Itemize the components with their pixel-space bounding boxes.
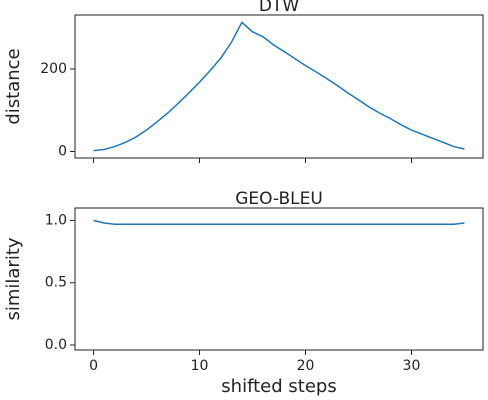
x-tick-label: 20 bbox=[297, 358, 315, 374]
x-tick-label: 30 bbox=[403, 358, 421, 374]
y-tick-label: 0.5 bbox=[45, 275, 67, 291]
line-series bbox=[93, 219, 465, 225]
x-tick-label: 10 bbox=[191, 358, 209, 374]
chart-title: DTW bbox=[259, 0, 299, 16]
y-axis-label: similarity bbox=[3, 237, 24, 320]
y-axis-label: distance bbox=[3, 48, 24, 124]
line-series bbox=[93, 21, 465, 152]
axes-frame bbox=[74, 14, 484, 159]
x-axis-label: shifted steps bbox=[221, 376, 336, 397]
y-tick-label: 0 bbox=[58, 144, 67, 160]
x-tick-label: 0 bbox=[89, 358, 98, 374]
y-tick-label: 200 bbox=[40, 61, 67, 77]
axes-frame bbox=[74, 207, 484, 351]
y-tick-label: 1.0 bbox=[45, 212, 67, 228]
chart-title: GEO-BLEU bbox=[235, 189, 323, 209]
y-tick-label: 0.0 bbox=[45, 337, 67, 353]
